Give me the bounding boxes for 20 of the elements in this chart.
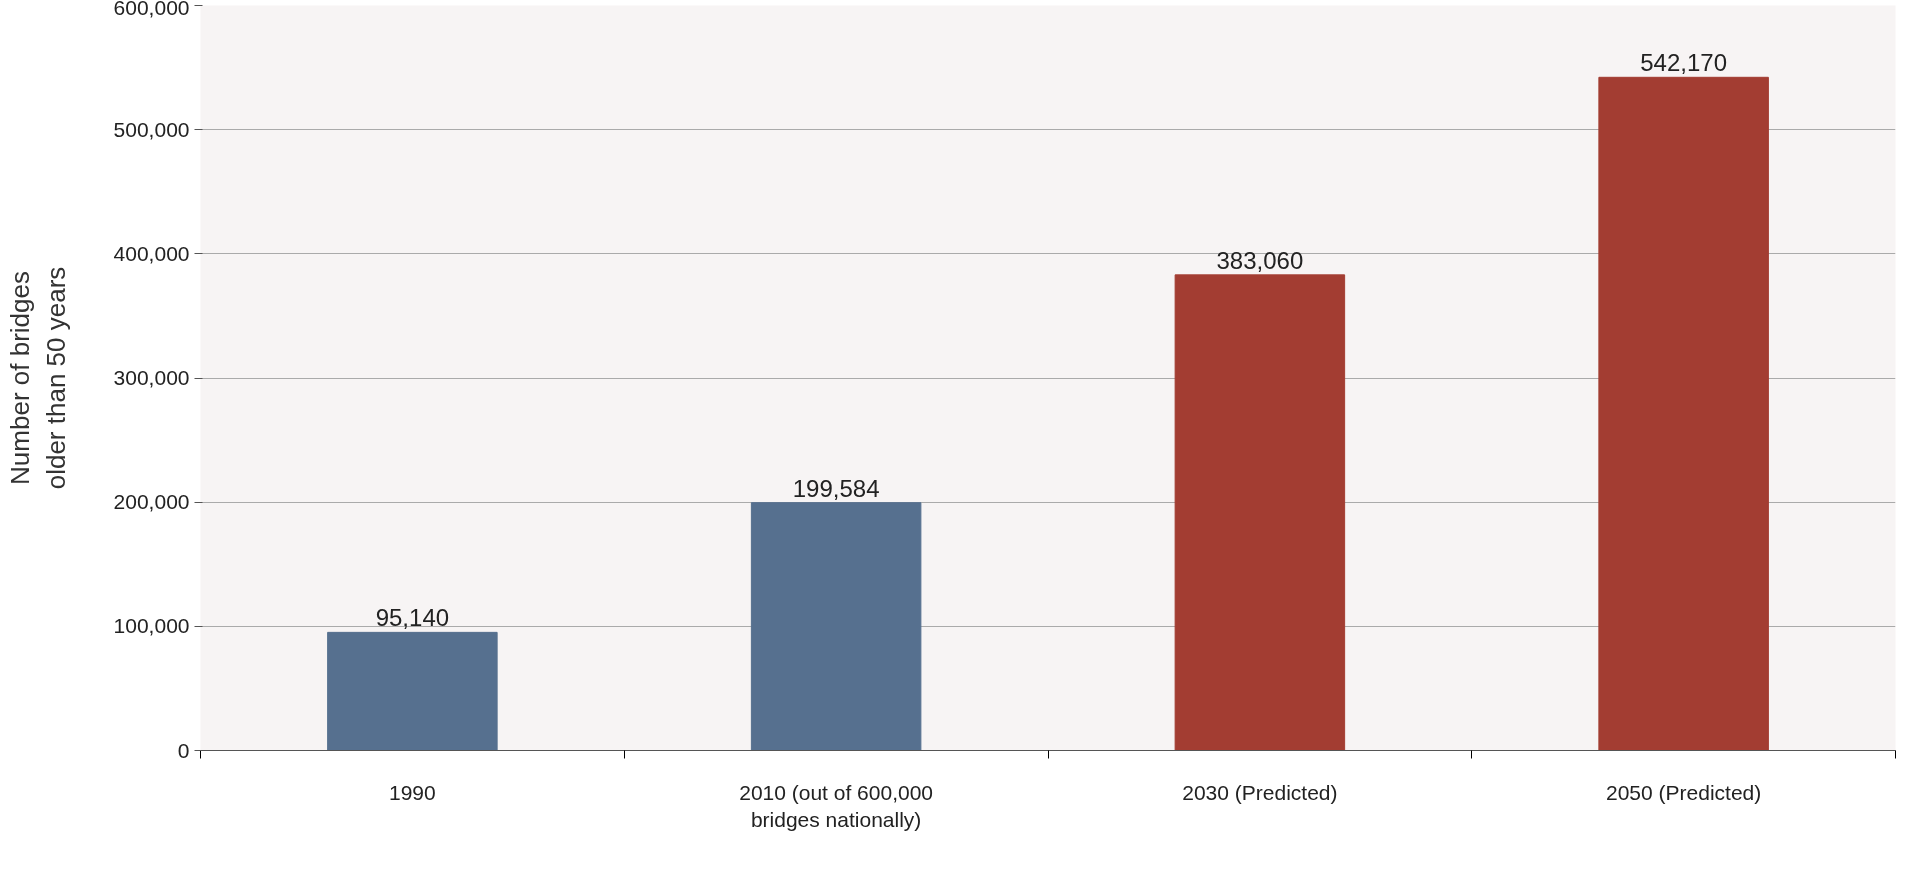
- x-tick-label: 2010 (out of 600,000 bridges nationally): [739, 780, 934, 832]
- bar: [1598, 76, 1769, 751]
- x-tick-label: 2050 (Predicted): [1606, 780, 1762, 804]
- data-label: 542,170: [1640, 49, 1728, 77]
- y-tick-label: 0: [177, 738, 190, 762]
- bar: [750, 502, 922, 751]
- y-tick-label: 500,000: [113, 117, 190, 141]
- y-tick-label: 100,000: [113, 614, 190, 638]
- data-label: 95,140: [375, 604, 450, 632]
- y-axis-title: Number of bridges older than 50 years: [4, 266, 71, 490]
- y-tick-label: 200,000: [113, 490, 190, 514]
- y-tick-label: 300,000: [113, 366, 190, 389]
- bar: [327, 631, 498, 751]
- bar: [1174, 274, 1346, 751]
- y-tick-label: 400,000: [113, 241, 190, 265]
- x-tick-label: 1990: [389, 780, 436, 804]
- data-label: 383,060: [1216, 246, 1304, 274]
- x-tick-label: 2030 (Predicted): [1182, 780, 1338, 804]
- y-tick-label: 600,000: [113, 0, 190, 19]
- data-label: 199,584: [792, 474, 880, 502]
